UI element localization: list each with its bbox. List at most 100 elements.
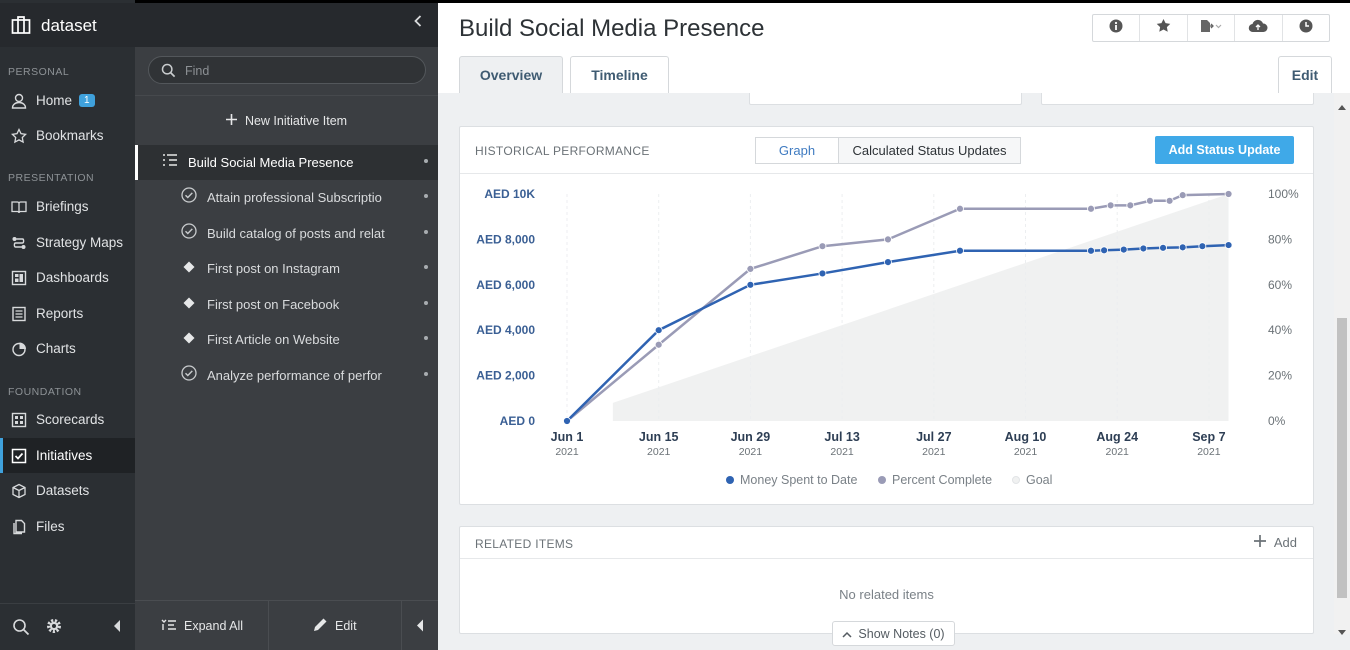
- x-tick-label: Aug 10: [1005, 430, 1047, 444]
- x-tick-label: Sep 7: [1192, 430, 1225, 444]
- y-right-tick-label: 80%: [1268, 232, 1292, 246]
- data-point: [1087, 204, 1095, 213]
- scroll-down-icon[interactable]: [1338, 623, 1346, 641]
- collapse-tree-icon[interactable]: [416, 619, 424, 637]
- y-left-tick-label: AED 0: [500, 414, 536, 428]
- diamond-icon: [183, 260, 201, 278]
- checkbox-icon: [10, 447, 28, 465]
- legend-goal[interactable]: Goal: [1012, 473, 1052, 487]
- add-status-update-button[interactable]: Add Status Update: [1155, 136, 1294, 164]
- y-right-tick-label: 100%: [1268, 187, 1299, 201]
- graph-view-button[interactable]: Graph: [755, 137, 839, 164]
- scorecard-icon: [10, 411, 28, 429]
- gear-icon[interactable]: [45, 617, 63, 640]
- tree-item-label: Build Social Media Presence: [188, 155, 354, 170]
- data-point: [1100, 246, 1108, 255]
- tree-item[interactable]: First Article on Website: [135, 322, 438, 357]
- expand-all-label: Expand All: [184, 619, 244, 633]
- x-tick-year: 2021: [1014, 446, 1038, 458]
- search-icon[interactable]: [12, 618, 30, 641]
- tree-item[interactable]: Attain professional Subscriptio: [135, 180, 438, 215]
- data-point: [1087, 246, 1095, 255]
- status-updates-view-button[interactable]: Calculated Status Updates: [838, 137, 1021, 164]
- expand-all-button[interactable]: Expand All: [161, 601, 243, 650]
- add-related-button[interactable]: Add: [1253, 535, 1297, 550]
- tab-overview[interactable]: Overview: [459, 56, 563, 93]
- show-notes-button[interactable]: Show Notes (0): [832, 621, 955, 646]
- section-personal: PERSONAL: [8, 66, 70, 78]
- scroll-up-icon[interactable]: [1338, 97, 1346, 115]
- nav-files[interactable]: Files: [0, 509, 135, 544]
- nav-scorecards[interactable]: Scorecards: [0, 402, 135, 437]
- item-status-dot: [424, 301, 428, 305]
- tree-edit-button[interactable]: Edit: [313, 601, 357, 650]
- nav-home-label: Home: [36, 93, 73, 108]
- bookmark-button[interactable]: [1140, 15, 1188, 41]
- legend-money[interactable]: Money Spent to Date: [726, 473, 857, 487]
- data-point: [884, 235, 892, 244]
- nav-charts[interactable]: Charts: [0, 331, 135, 366]
- tree-search-box[interactable]: [148, 56, 426, 84]
- legend-percent[interactable]: Percent Complete: [878, 473, 992, 487]
- tree-edit-label: Edit: [335, 619, 357, 633]
- edit-button[interactable]: Edit: [1278, 56, 1332, 93]
- home-badge: 1: [79, 94, 95, 107]
- clock-icon: [1299, 19, 1313, 38]
- tree-item[interactable]: First post on Facebook: [135, 287, 438, 322]
- star-icon: [1156, 18, 1171, 38]
- nav-reports[interactable]: Reports: [0, 296, 135, 331]
- nav-files-label: Files: [36, 519, 65, 534]
- footer-divider: [268, 601, 269, 650]
- tree-item[interactable]: Build catalog of posts and relat: [135, 216, 438, 251]
- content-scrollbar[interactable]: [1334, 93, 1350, 635]
- tree-item[interactable]: Build Social Media Presence: [135, 145, 438, 180]
- nav-initiatives[interactable]: Initiatives: [0, 438, 135, 473]
- search-icon: [161, 63, 176, 83]
- y-right-tick-label: 60%: [1268, 278, 1292, 292]
- briefcase-icon: [11, 15, 31, 40]
- scrollbar-thumb[interactable]: [1337, 318, 1347, 598]
- cloud-button[interactable]: [1235, 15, 1283, 41]
- section-presentation: PRESENTATION: [8, 172, 95, 184]
- related-items-card: RELATED ITEMS Add No related items: [459, 526, 1314, 634]
- y-right-tick-label: 20%: [1268, 369, 1292, 383]
- tree-item-label: First post on Instagram: [207, 261, 340, 276]
- history-button[interactable]: [1283, 15, 1329, 41]
- cube-icon: [10, 482, 28, 500]
- nav-briefings[interactable]: Briefings: [0, 189, 135, 224]
- nav-datasets[interactable]: Datasets: [0, 473, 135, 508]
- tree-item[interactable]: First post on Instagram: [135, 251, 438, 286]
- user-icon: [10, 92, 28, 110]
- export-button[interactable]: [1188, 15, 1236, 41]
- collapse-panel-icon[interactable]: [414, 15, 422, 30]
- item-status-dot: [424, 372, 428, 376]
- summary-card: [1041, 93, 1314, 105]
- nav-dashboards-label: Dashboards: [36, 270, 109, 285]
- x-tick-year: 2021: [922, 446, 946, 458]
- footer-divider: [401, 601, 402, 650]
- main-content: Build Social Media Presence Overview Tim…: [438, 3, 1350, 650]
- show-notes-label: Show Notes (0): [858, 626, 945, 641]
- nav-bookmarks[interactable]: Bookmarks: [0, 118, 135, 153]
- historical-performance-card: HISTORICAL PERFORMANCE Graph Calculated …: [459, 126, 1314, 505]
- data-point: [1165, 196, 1174, 205]
- collapse-sidebar-icon[interactable]: [112, 619, 122, 638]
- sidebar-footer: [0, 603, 135, 650]
- no-related-items-text: No related items: [839, 587, 934, 602]
- nav-home[interactable]: Home 1: [0, 83, 135, 118]
- new-initiative-item-label: New Initiative Item: [244, 113, 348, 128]
- data-point: [746, 280, 755, 289]
- data-point: [1119, 245, 1128, 254]
- tree-item[interactable]: Analyze performance of perfor: [135, 358, 438, 393]
- info-button[interactable]: [1093, 15, 1141, 41]
- y-right-tick-label: 0%: [1268, 414, 1286, 428]
- new-initiative-item-button[interactable]: New Initiative Item: [135, 95, 438, 145]
- nav-dashboards[interactable]: Dashboards: [0, 260, 135, 295]
- item-status-dot: [424, 336, 428, 340]
- data-point: [1178, 243, 1187, 252]
- tab-timeline[interactable]: Timeline: [570, 56, 669, 93]
- nav-strategy-maps[interactable]: Strategy Maps: [0, 225, 135, 260]
- search-input[interactable]: [185, 62, 415, 80]
- y-left-tick-label: AED 6,000: [476, 278, 535, 292]
- brand-bar: dataset: [0, 3, 438, 47]
